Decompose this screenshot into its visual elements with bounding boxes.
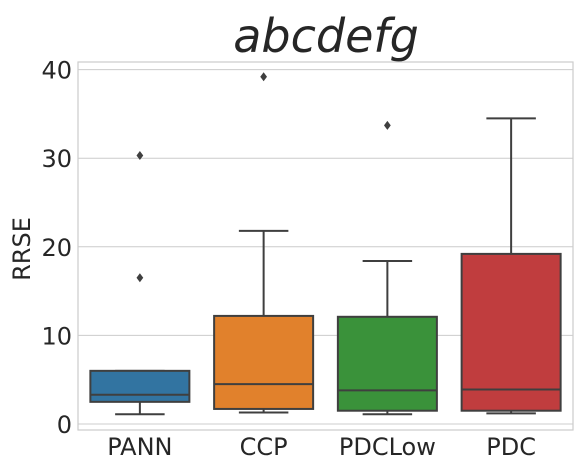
x-tick-labels: PANN CCP PDCLow PDC: [107, 433, 536, 461]
outlier-point: [136, 273, 144, 283]
box-pdc: [460, 117, 562, 415]
y-tick-label: 0: [57, 411, 72, 439]
y-tick-label: 40: [41, 57, 72, 85]
y-tick-label: 30: [41, 145, 72, 173]
outlier-point: [136, 151, 144, 161]
x-tick-label-pdc: PDC: [486, 433, 536, 461]
y-axis-label: RRSE: [8, 217, 36, 281]
y-tick-label: 10: [41, 322, 72, 350]
box-ccp: [213, 72, 315, 414]
y-tick-label: 20: [41, 234, 72, 262]
iqr-box: [460, 252, 562, 412]
x-tick-label-pann: PANN: [107, 433, 172, 461]
x-tick-label-pdclow: PDCLow: [339, 433, 436, 461]
box-series: [89, 72, 562, 416]
iqr-box: [89, 369, 191, 403]
plot-area-frame: [77, 61, 574, 431]
box-pdclow: [336, 120, 438, 416]
outlier-point: [260, 72, 267, 82]
chart-title: abcdefg: [233, 9, 419, 63]
iqr-box: [213, 314, 315, 410]
box-pann: [89, 151, 191, 416]
outlier-point: [384, 120, 391, 130]
y-tick-labels: 0 10 20 30 40: [41, 57, 72, 439]
x-tick-label-ccp: CCP: [240, 433, 288, 461]
iqr-box: [336, 315, 438, 412]
